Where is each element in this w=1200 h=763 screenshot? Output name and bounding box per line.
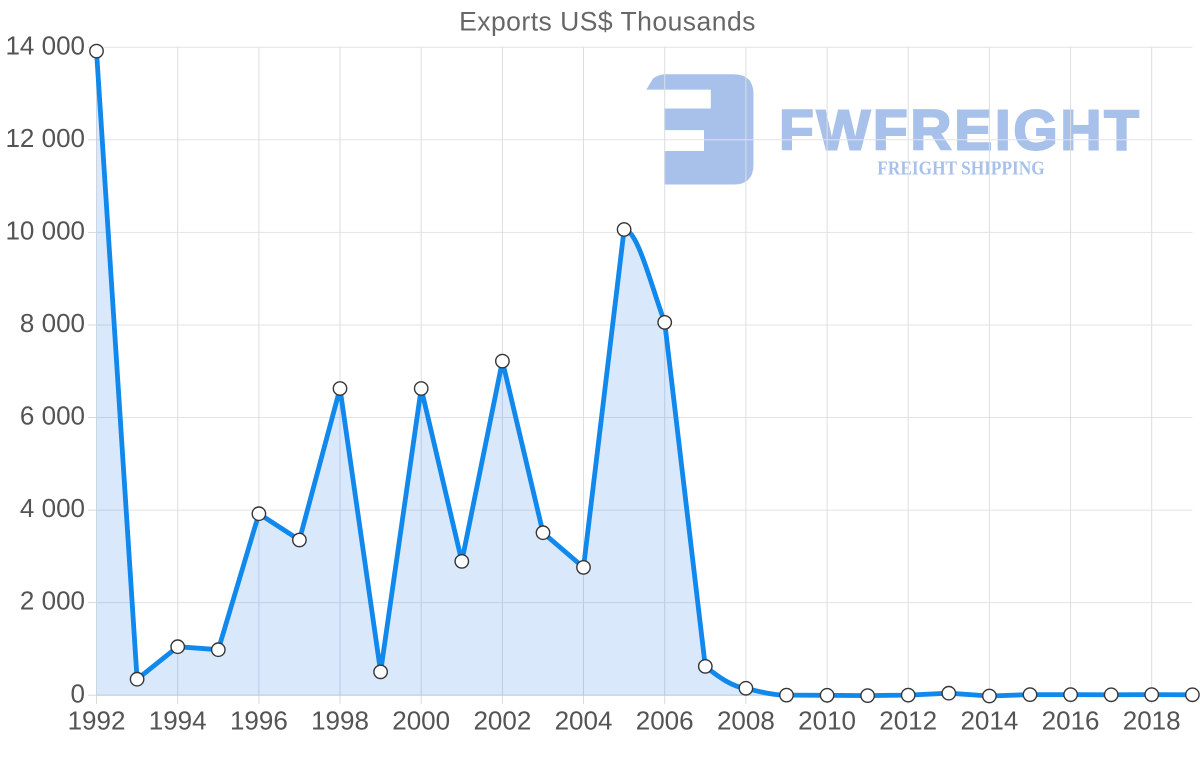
svg-text:2008: 2008 (717, 706, 775, 736)
svg-text:2010: 2010 (798, 706, 856, 736)
svg-text:2002: 2002 (473, 706, 531, 736)
svg-text:0: 0 (71, 679, 85, 709)
svg-text:2014: 2014 (960, 706, 1018, 736)
svg-text:2004: 2004 (555, 706, 613, 736)
svg-text:2018: 2018 (1123, 706, 1181, 736)
svg-text:2012: 2012 (879, 706, 937, 736)
svg-text:2016: 2016 (1042, 706, 1100, 736)
svg-text:12 000: 12 000 (5, 123, 85, 153)
svg-text:2 000: 2 000 (20, 586, 85, 616)
svg-text:1998: 1998 (311, 706, 369, 736)
svg-text:6 000: 6 000 (20, 401, 85, 431)
svg-text:8 000: 8 000 (20, 308, 85, 338)
svg-text:4 000: 4 000 (20, 493, 85, 523)
svg-text:2000: 2000 (392, 706, 450, 736)
svg-text:FWFREIGHT: FWFREIGHT (779, 99, 1139, 163)
svg-text:10 000: 10 000 (5, 216, 85, 246)
svg-text:1996: 1996 (230, 706, 288, 736)
svg-text:1994: 1994 (149, 706, 207, 736)
svg-text:2006: 2006 (636, 706, 694, 736)
svg-text:1992: 1992 (68, 706, 126, 736)
svg-text:14 000: 14 000 (5, 30, 85, 60)
svg-text:Exports US$ Thousands: Exports US$ Thousands (459, 6, 756, 36)
svg-text:FREIGHT SHIPPING: FREIGHT SHIPPING (877, 158, 1045, 180)
